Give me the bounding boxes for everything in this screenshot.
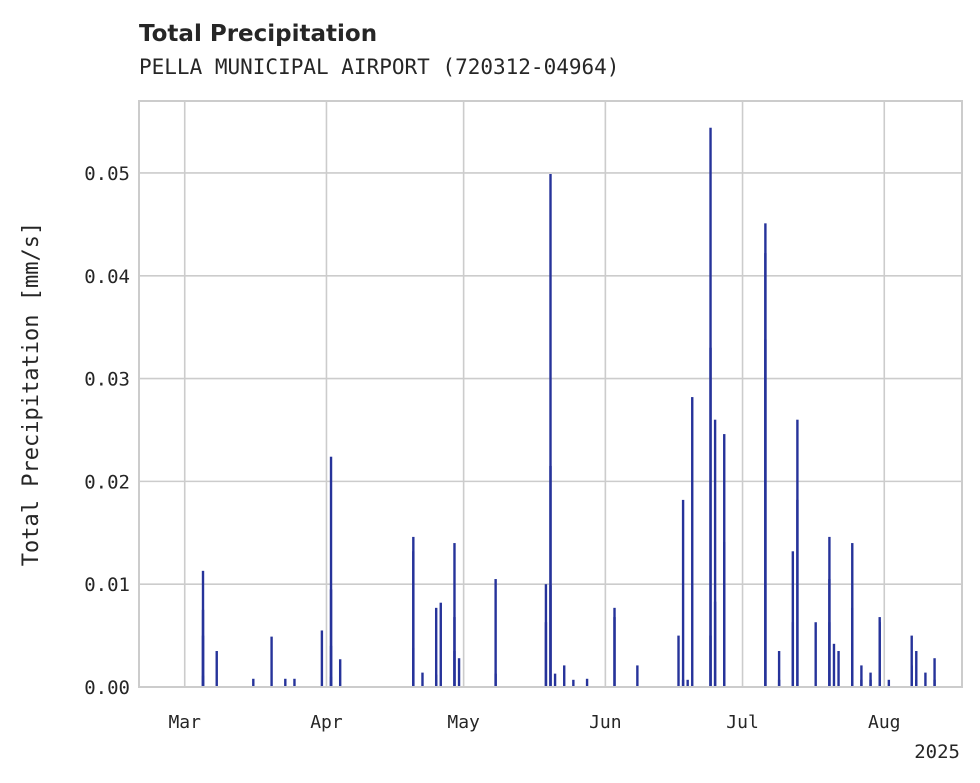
precipitation-bar <box>494 579 497 687</box>
y-tick-label: 0.05 <box>84 163 130 185</box>
precipitation-bar <box>549 585 552 687</box>
precipitation-bar <box>434 674 438 687</box>
precipitation-bar <box>860 665 863 687</box>
x-tick-label: Apr <box>310 712 343 733</box>
precipitation-bar <box>791 622 795 687</box>
y-tick-label: 0.00 <box>84 677 130 699</box>
precipitation-bar <box>933 679 936 687</box>
precipitation-bar <box>764 339 767 687</box>
precipitation-bar <box>933 658 936 687</box>
precipitation-bar <box>869 679 872 687</box>
precipitation-bar <box>796 499 799 687</box>
x-axis-year-label: 2025 <box>914 741 960 763</box>
precipitation-bar <box>791 551 795 687</box>
precipitation-bar <box>421 672 424 687</box>
precipitation-bar <box>329 645 333 687</box>
chart-subtitle: PELLA MUNICIPAL AIRPORT (720312-04964) <box>139 55 619 79</box>
chart-title: Total Precipitation <box>139 21 377 47</box>
precipitation-bar <box>434 607 438 687</box>
precipitation-bar <box>713 601 717 687</box>
precipitation-bar <box>338 659 342 687</box>
precipitation-bar <box>924 672 927 687</box>
axis-tick-labels: 0.00 0.01 0.02 0.03 0.04 0.05 Mar Apr May Jun Jul A… <box>84 163 900 733</box>
x-tick-label: Mar <box>168 712 201 733</box>
precipitation-bar <box>878 679 881 687</box>
precipitation-bar <box>777 651 781 687</box>
precipitation-bar <box>252 678 255 687</box>
precipitation-bar <box>828 579 831 687</box>
precipitation-bar <box>777 679 781 687</box>
precipitation-bar <box>270 636 273 687</box>
x-tick-label: Jun <box>589 712 622 733</box>
precipitation-bar <box>814 622 817 687</box>
precipitation-bar <box>713 419 717 687</box>
plot-frame <box>138 100 963 688</box>
precipitation-bar <box>215 651 218 687</box>
precipitation-bar <box>681 499 685 687</box>
precipitation-bar <box>284 678 287 687</box>
precipitation-bar <box>860 679 863 687</box>
precipitation-bar <box>453 543 456 687</box>
precipitation-bar <box>915 651 918 687</box>
precipitation-bar <box>457 658 461 687</box>
y-tick-label: 0.03 <box>84 369 130 391</box>
precipitation-bar <box>613 617 616 687</box>
precipitation-bar <box>563 665 566 687</box>
precipitation-bar <box>832 643 836 687</box>
y-tick-label: 0.04 <box>84 266 130 288</box>
precipitation-bar <box>636 665 639 687</box>
y-axis-label: Total Precipitation [mm/s] <box>19 222 44 566</box>
precipitation-bar <box>878 622 881 687</box>
precipitation-bar <box>572 679 575 687</box>
precipitation-bar <box>723 542 726 687</box>
y-tick-label: 0.02 <box>84 471 130 493</box>
precipitation-bar <box>837 651 840 687</box>
precipitation-bar <box>494 673 497 687</box>
y-tick-label: 0.01 <box>84 574 130 596</box>
precipitation-bars <box>201 127 936 688</box>
precipitation-bar <box>544 584 548 687</box>
precipitation-bar <box>201 635 205 687</box>
precipitation-bar <box>585 678 589 687</box>
precipitation-bar <box>709 635 712 687</box>
precipitation-bar <box>320 630 324 687</box>
precipitation-bar <box>709 347 712 687</box>
precipitation-bar <box>677 635 680 687</box>
precipitation-bar <box>915 679 918 687</box>
precipitation-bar <box>691 397 694 687</box>
x-tick-label: Jul <box>726 712 759 733</box>
precipitation-bar <box>851 643 854 687</box>
precipitation-bar <box>686 679 689 687</box>
precipitation-bar <box>412 536 415 687</box>
precipitation-bar <box>293 678 296 687</box>
precipitation-bar <box>439 602 442 687</box>
precipitation-bar <box>910 635 913 687</box>
precipitation-bar <box>329 456 333 687</box>
precipitation-bar <box>553 673 557 687</box>
x-tick-label: May <box>447 712 480 733</box>
x-tick-label: Aug <box>868 712 901 733</box>
precipitation-bar <box>549 173 552 688</box>
precipitation-bar <box>549 465 552 687</box>
precipitation-bar <box>887 679 891 687</box>
